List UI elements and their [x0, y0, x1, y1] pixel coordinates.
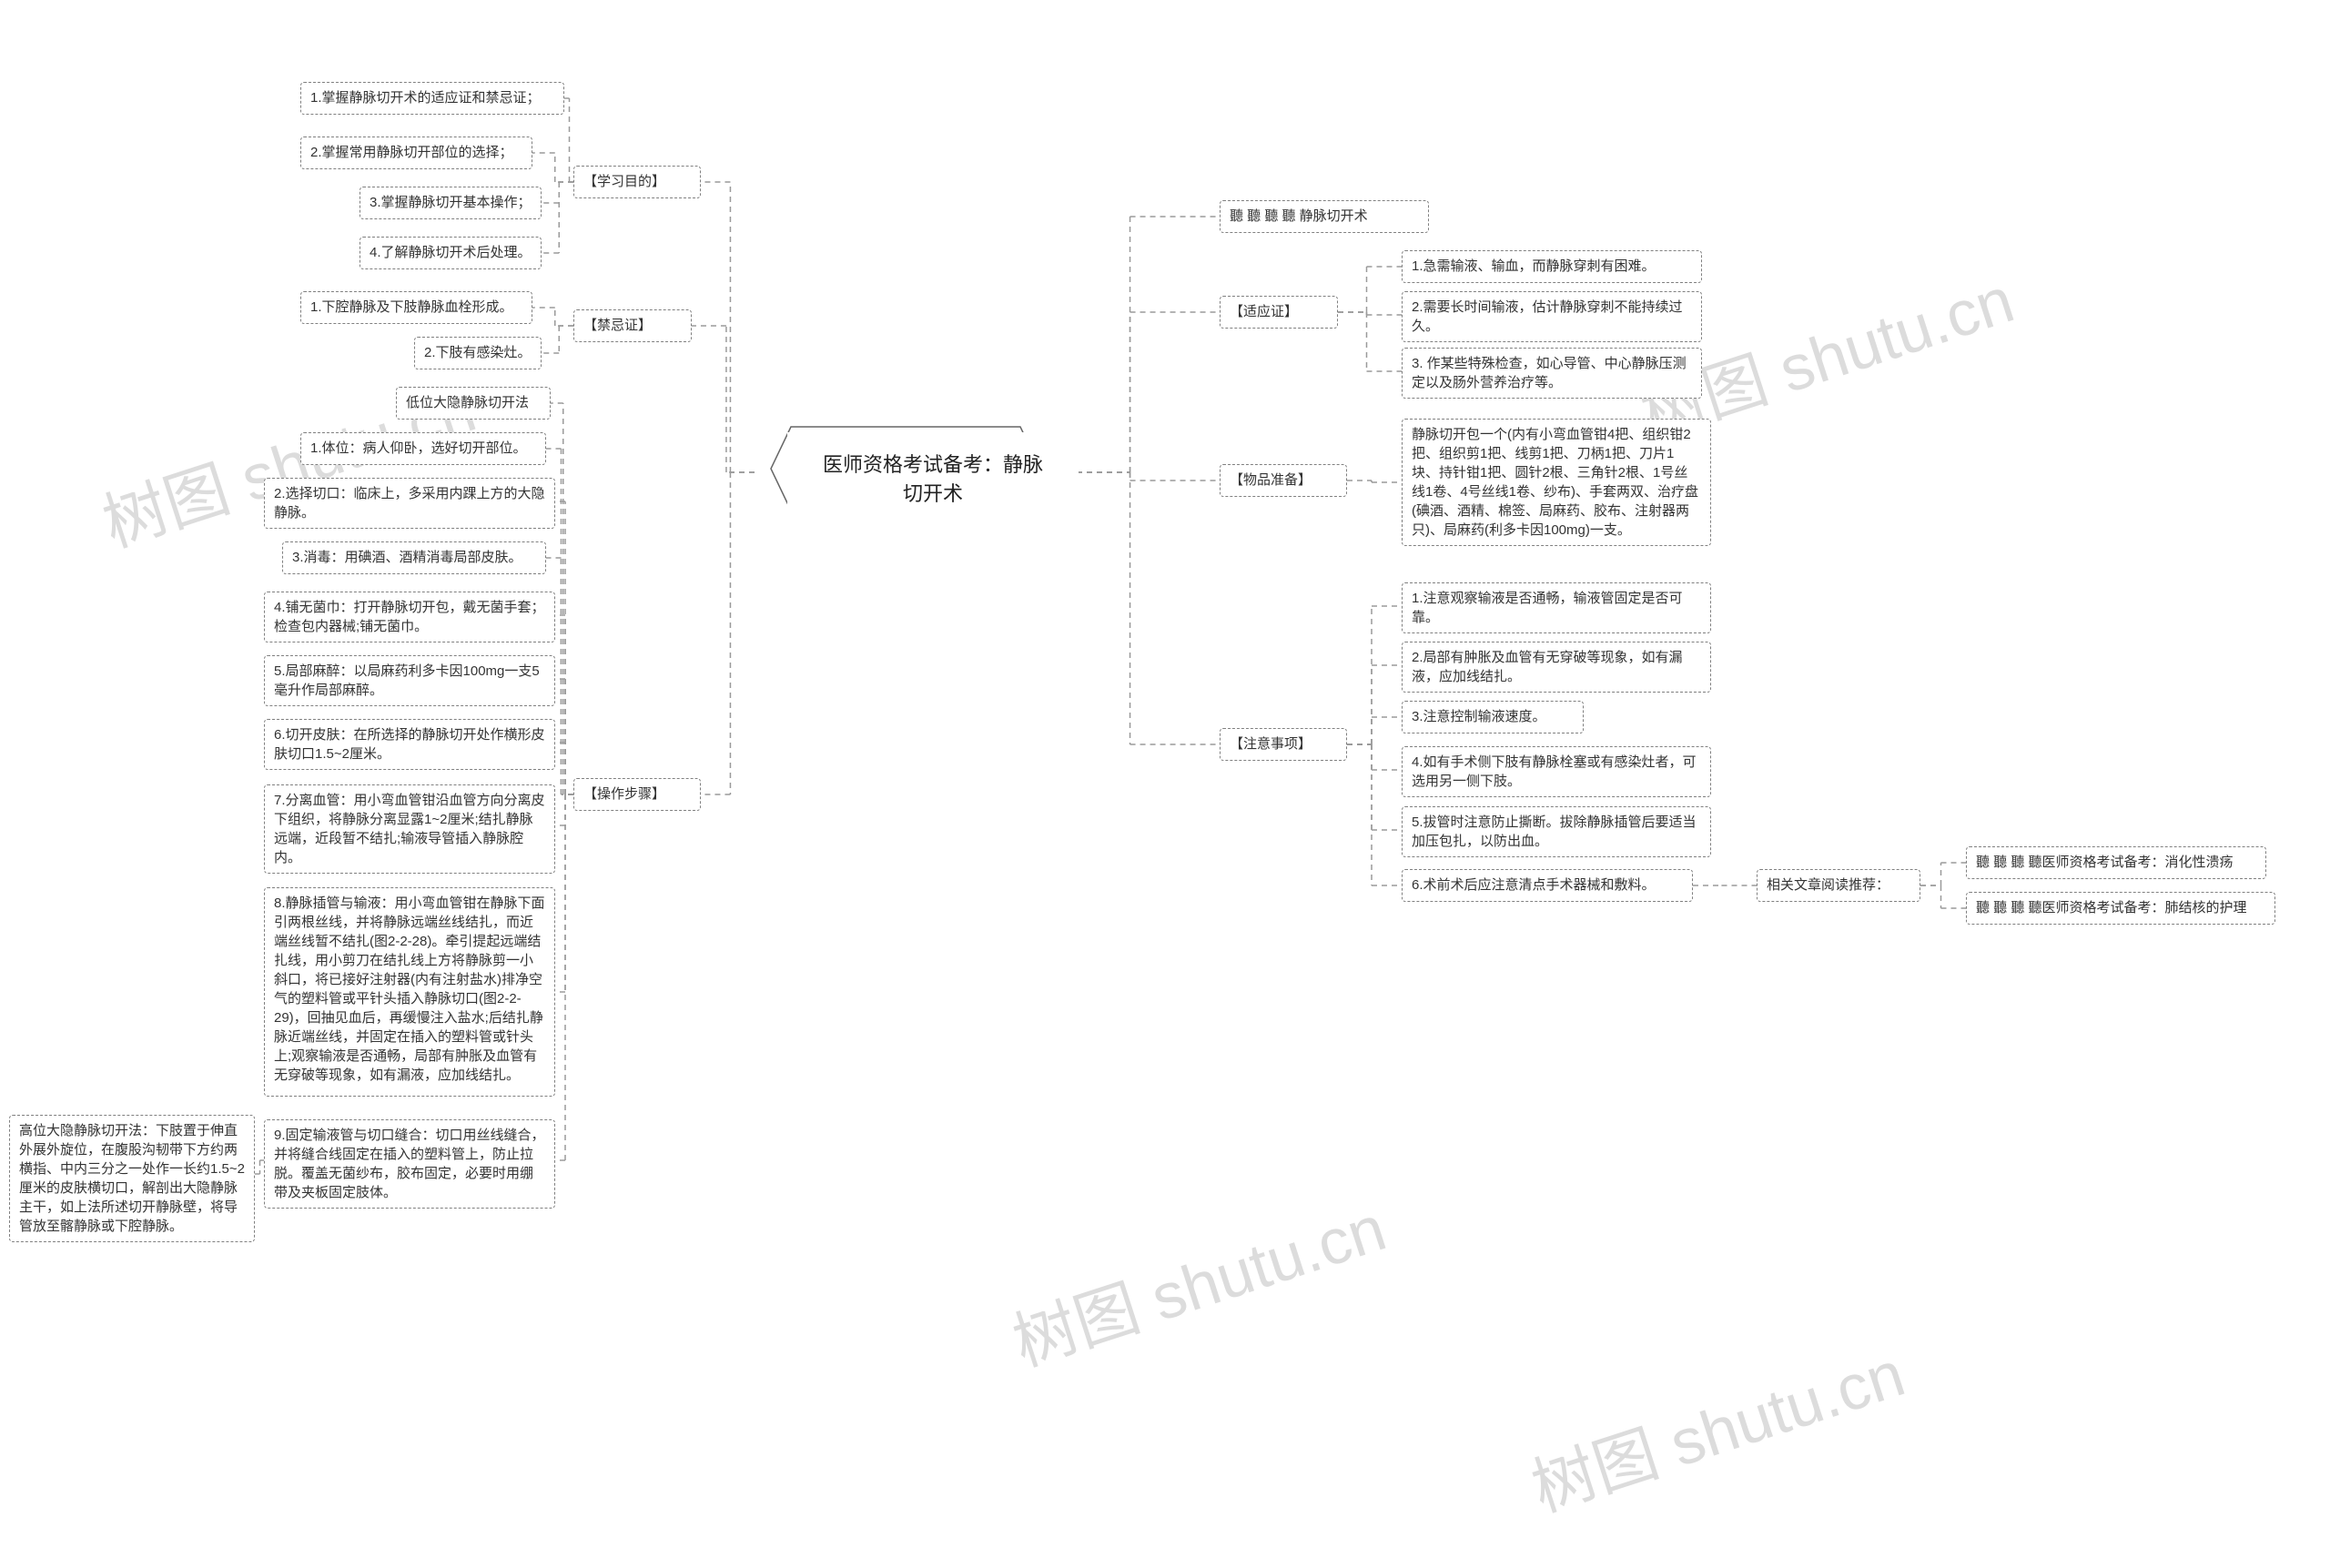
branch-node: 聽 聽 聽 聽 静脉切开术 — [1220, 200, 1429, 233]
leaf-node: 聽 聽 聽 聽医师资格考试备考：肺结核的护理 — [1966, 892, 2275, 925]
leaf-node: 高位大隐静脉切开法：下肢置于伸直外展外旋位，在腹股沟韧带下方约两横指、中内三分之… — [9, 1115, 255, 1242]
leaf-node: 4.铺无菌巾：打开静脉切开包，戴无菌手套；检查包内器械;铺无菌巾。 — [264, 592, 555, 642]
leaf-node: 静脉切开包一个(内有小弯血管钳4把、组织钳2把、组织剪1把、线剪1把、刀柄1把、… — [1402, 419, 1711, 546]
branch-node: 【操作步骤】 — [573, 778, 701, 811]
leaf-node: 3.消毒：用碘酒、酒精消毒局部皮肤。 — [282, 541, 546, 574]
leaf-node: 聽 聽 聽 聽医师资格考试备考：消化性溃疡 — [1966, 846, 2266, 879]
watermark: 树图 shutu.cn — [1000, 1178, 1396, 1384]
leaf-node: 相关文章阅读推荐： — [1757, 869, 1920, 902]
branch-node: 【禁忌证】 — [573, 309, 692, 342]
leaf-node: 1.注意观察输液是否通畅，输液管固定是否可靠。 — [1402, 582, 1711, 633]
leaf-node: 7.分离血管：用小弯血管钳沿血管方向分离皮下组织，将静脉分离显露1~2厘米;结扎… — [264, 784, 555, 874]
leaf-node: 4.了解静脉切开术后处理。 — [360, 237, 542, 269]
leaf-node: 5.拔管时注意防止撕断。拔除静脉插管后要适当加压包扎，以防出血。 — [1402, 806, 1711, 857]
watermark: 树图 shutu.cn — [1519, 1323, 1915, 1530]
leaf-node: 2.需要长时间输液，估计静脉穿刺不能持续过久。 — [1402, 291, 1702, 342]
leaf-node: 低位大隐静脉切开法 — [396, 387, 551, 420]
leaf-node: 2.选择切口：临床上，多采用内踝上方的大隐静脉。 — [264, 478, 555, 529]
center-node: 医师资格考试备考：静脉切开术 — [787, 432, 1079, 523]
leaf-node: 2.掌握常用静脉切开部位的选择； — [300, 137, 532, 169]
leaf-node: 6.术前术后应注意清点手术器械和敷料。 — [1402, 869, 1693, 902]
leaf-node: 2.局部有肿胀及血管有无穿破等现象，如有漏液，应加线结扎。 — [1402, 642, 1711, 693]
leaf-node: 3. 作某些特殊检查，如心导管、中心静脉压测定以及肠外营养治疗等。 — [1402, 348, 1702, 399]
branch-node: 【适应证】 — [1220, 296, 1338, 329]
leaf-node: 2.下肢有感染灶。 — [414, 337, 542, 369]
leaf-node: 4.如有手术侧下肢有静脉栓塞或有感染灶者，可选用另一侧下肢。 — [1402, 746, 1711, 797]
branch-node: 【注意事项】 — [1220, 728, 1347, 761]
leaf-node: 1.体位：病人仰卧，选好切开部位。 — [300, 432, 546, 465]
leaf-node: 1.急需输液、输血，而静脉穿刺有困难。 — [1402, 250, 1702, 283]
leaf-node: 8.静脉插管与输液：用小弯血管钳在静脉下面引两根丝线，并将静脉远端丝线结扎，而近… — [264, 887, 555, 1097]
leaf-node: 9.固定输液管与切口缝合：切口用丝线缝合，并将缝合线固定在插入的塑料管上，防止拉… — [264, 1119, 555, 1209]
leaf-node: 5.局部麻醉：以局麻药利多卡因100mg一支5毫升作局部麻醉。 — [264, 655, 555, 706]
mindmap-canvas: 树图 shutu.cn 树图 shutu.cn 树图 shutu.cn 树图 s… — [0, 0, 2330, 1568]
leaf-node: 6.切开皮肤：在所选择的静脉切开处作横形皮肤切口1.5~2厘米。 — [264, 719, 555, 770]
leaf-node: 1.掌握静脉切开术的适应证和禁忌证； — [300, 82, 564, 115]
leaf-node: 3.注意控制输液速度。 — [1402, 701, 1584, 733]
branch-node: 【学习目的】 — [573, 166, 701, 198]
leaf-node: 1.下腔静脉及下肢静脉血栓形成。 — [300, 291, 532, 324]
branch-node: 【物品准备】 — [1220, 464, 1347, 497]
leaf-node: 3.掌握静脉切开基本操作； — [360, 187, 542, 219]
